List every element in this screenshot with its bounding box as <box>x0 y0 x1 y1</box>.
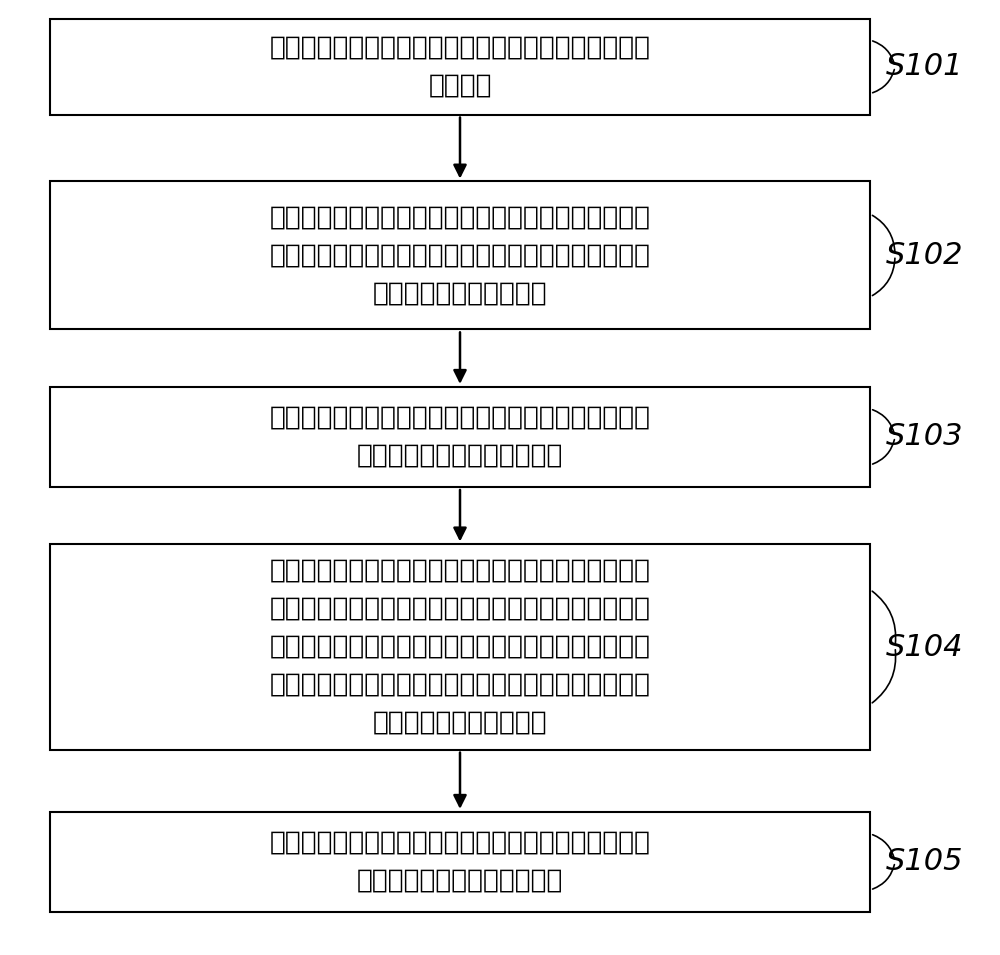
Bar <box>50 812 870 912</box>
Bar <box>50 19 870 115</box>
Text: S105: S105 <box>886 847 964 877</box>
Text: S102: S102 <box>886 241 964 270</box>
Text: 对原始相机数据进行处理，得到在图像平面中多个目标
的三维检测结果，其中，每个目标的三维检测结果包括
目标深度值和二维边界框: 对原始相机数据进行处理，得到在图像平面中多个目标 的三维检测结果，其中，每个目标… <box>269 204 650 307</box>
Bar <box>50 181 870 329</box>
Text: 获取转换矩阵，该转换矩阵是预先在对单目相机和雷达
传感器进行联合标定时得到的: 获取转换矩阵，该转换矩阵是预先在对单目相机和雷达 传感器进行联合标定时得到的 <box>269 405 650 469</box>
Text: 基于转换矩阵，将原始稀疏点云数据映射到图像平面的
对应位置，得到点云投影深度图，并为点云投影深度图
中的每个二维边界框设置一个点云框，其中，点云投影
深度图中包: 基于转换矩阵，将原始稀疏点云数据映射到图像平面的 对应位置，得到点云投影深度图，… <box>269 558 650 736</box>
Text: 基于所有点云框中所包含的投影点的点云深度值，对多
个目标的目标深度值进行修正: 基于所有点云框中所包含的投影点的点云深度值，对多 个目标的目标深度值进行修正 <box>269 830 650 894</box>
Bar <box>50 544 870 750</box>
Text: S104: S104 <box>886 632 964 662</box>
Text: S101: S101 <box>886 53 964 81</box>
Text: 采集单目相机的原始相机数据和雷达传感器的原始稀疏
点云数据: 采集单目相机的原始相机数据和雷达传感器的原始稀疏 点云数据 <box>269 34 650 99</box>
Text: S103: S103 <box>886 422 964 452</box>
Bar <box>50 387 870 487</box>
